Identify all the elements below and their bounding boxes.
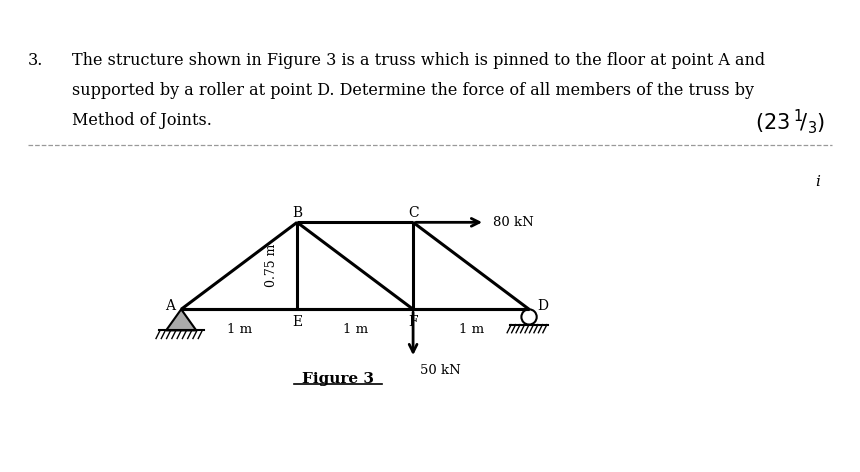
Text: i: i xyxy=(815,175,820,189)
Text: 80 kN: 80 kN xyxy=(493,216,534,229)
Text: C: C xyxy=(408,206,419,220)
Text: A: A xyxy=(164,299,175,313)
Text: 3.: 3. xyxy=(28,52,43,69)
Text: B: B xyxy=(292,206,302,220)
Polygon shape xyxy=(166,309,196,330)
Text: supported by a roller at point D. Determine the force of all members of the trus: supported by a roller at point D. Determ… xyxy=(72,82,754,99)
Text: Figure 3: Figure 3 xyxy=(302,372,374,386)
Text: Method of Joints.: Method of Joints. xyxy=(72,112,212,129)
Text: 1 m: 1 m xyxy=(342,322,368,336)
Text: The structure shown in Figure 3 is a truss which is pinned to the floor at point: The structure shown in Figure 3 is a tru… xyxy=(72,52,765,69)
Text: E: E xyxy=(292,315,302,329)
Text: 0.75 m: 0.75 m xyxy=(265,244,278,287)
Text: F: F xyxy=(408,315,418,329)
Text: 1 m: 1 m xyxy=(458,322,483,336)
Text: $(23\,{}^{1}\!/{}_{3})$: $(23\,{}^{1}\!/{}_{3})$ xyxy=(755,107,825,136)
Text: D: D xyxy=(538,299,549,313)
Text: 1 m: 1 m xyxy=(226,322,252,336)
Text: 50 kN: 50 kN xyxy=(420,364,461,377)
